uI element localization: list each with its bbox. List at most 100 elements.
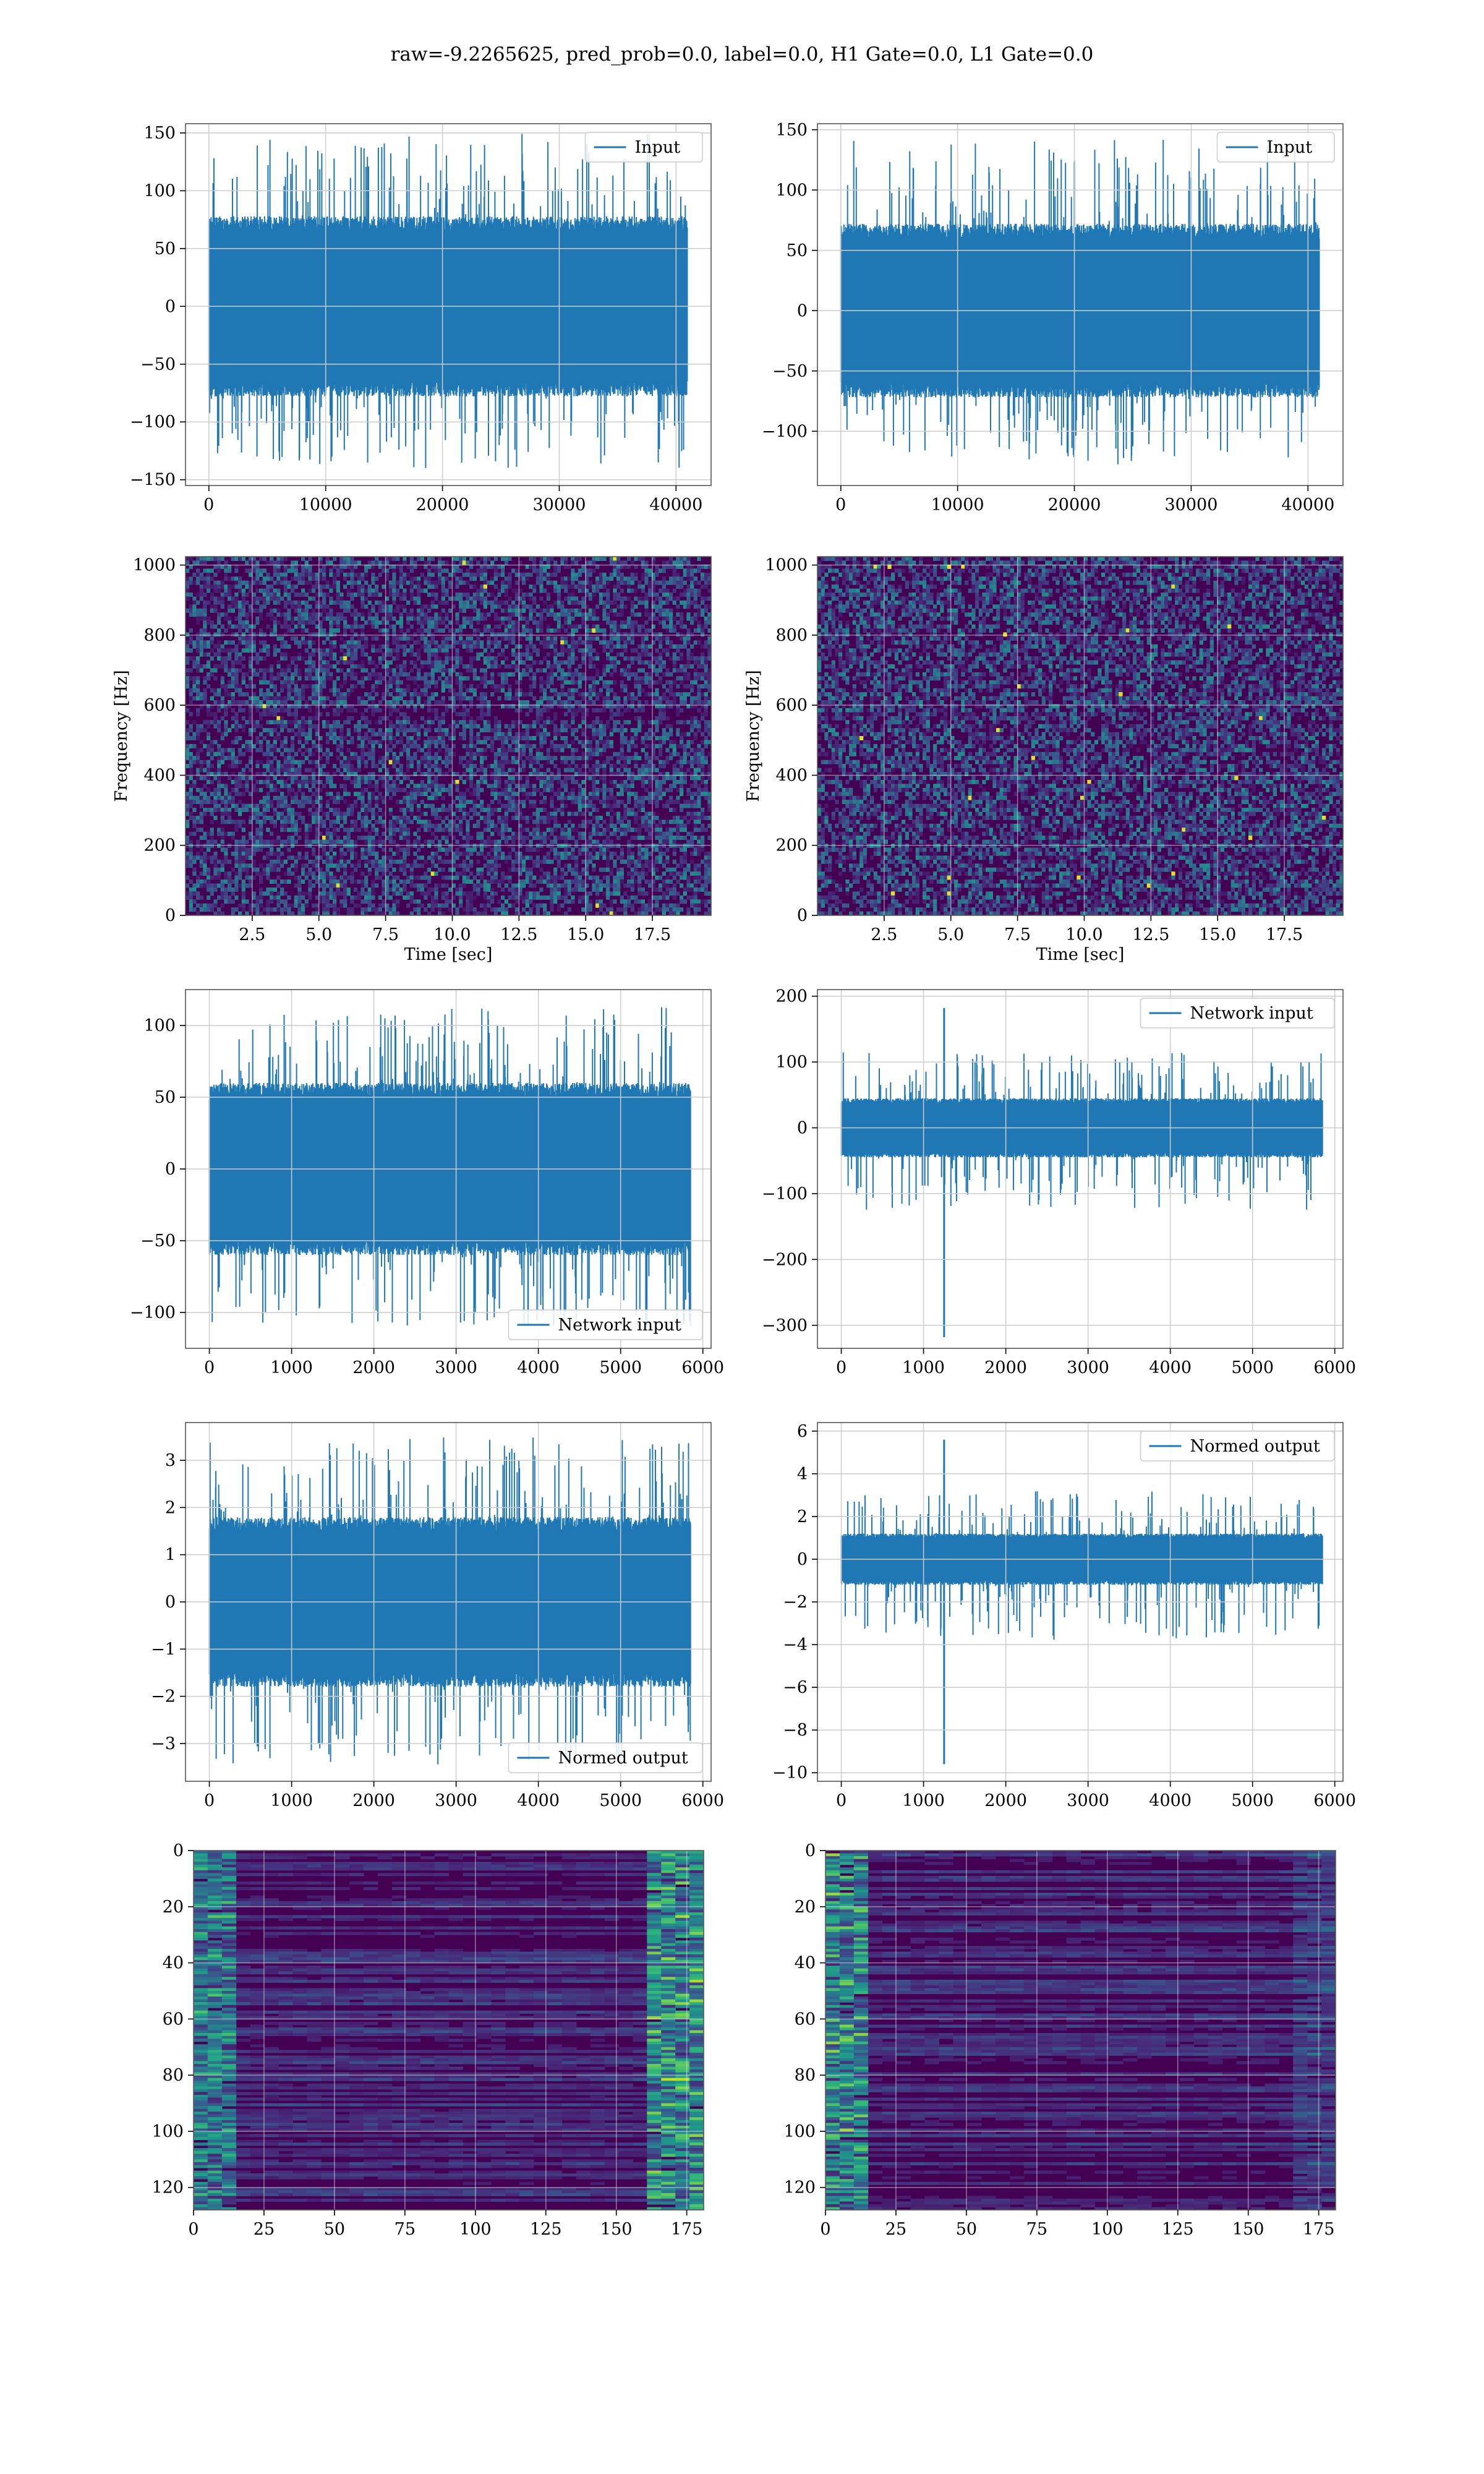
- heatmap-cell: [354, 616, 358, 621]
- heatmap-cell: [238, 776, 242, 781]
- heatmap-cell: [659, 644, 663, 649]
- heatmap-cell: [406, 572, 411, 577]
- heatmap-cell: [592, 688, 596, 693]
- heatmap-cell: [343, 640, 348, 645]
- heatmap-cell: [644, 600, 649, 605]
- heatmap-cell: [245, 560, 249, 565]
- heatmap-cell: [346, 720, 351, 725]
- heatmap-cell: [280, 779, 284, 784]
- heatmap-cell: [693, 628, 697, 633]
- heatmap-cell: [525, 644, 529, 649]
- heatmap-cell: [567, 564, 571, 569]
- heatmap-cell: [627, 704, 631, 709]
- heatmap-cell: [375, 664, 379, 669]
- heatmap-cell: [399, 740, 403, 745]
- heatmap-cell: [595, 652, 600, 657]
- heatmap-cell: [196, 660, 200, 665]
- heatmap-cell: [680, 652, 684, 657]
- heatmap-cell: [378, 728, 382, 733]
- heatmap-cell: [606, 612, 610, 617]
- heatmap-cell: [315, 676, 319, 681]
- heatmap-cell: [350, 656, 354, 661]
- heatmap-cell: [304, 776, 309, 781]
- heatmap-cell: [686, 557, 691, 561]
- heatmap-cell: [585, 692, 589, 697]
- heatmap-cell: [680, 557, 684, 561]
- heatmap-cell: [567, 644, 571, 649]
- heatmap-cell: [228, 764, 232, 769]
- heatmap-cell: [690, 696, 694, 701]
- heatmap-cell: [620, 644, 624, 649]
- heatmap-cell: [606, 668, 610, 673]
- heatmap-cell: [427, 580, 432, 585]
- heatmap-cell: [578, 568, 582, 573]
- heatmap-cell: [455, 640, 459, 645]
- heatmap-cell: [259, 688, 263, 693]
- heatmap-cell: [493, 751, 498, 756]
- heatmap-cell: [249, 743, 253, 748]
- heatmap-cell: [571, 608, 575, 613]
- heatmap-cell: [504, 632, 508, 637]
- heatmap-cell: [399, 628, 403, 633]
- heatmap-cell: [616, 728, 621, 733]
- heatmap-cell: [325, 776, 330, 781]
- heatmap-cell: [553, 564, 558, 569]
- heatmap-cell: [560, 724, 565, 729]
- heatmap-cell: [609, 608, 613, 613]
- heatmap-cell: [529, 612, 533, 617]
- heatmap-cell: [644, 772, 649, 776]
- heatmap-cell: [623, 760, 628, 764]
- heatmap-cell: [613, 644, 617, 649]
- heatmap-cell: [665, 776, 670, 781]
- heatmap-cell: [581, 588, 586, 593]
- heatmap-cell: [690, 756, 694, 761]
- heatmap-cell: [427, 760, 432, 764]
- heatmap-cell: [322, 668, 326, 673]
- heatmap-cell: [518, 748, 522, 753]
- heatmap-cell: [375, 708, 379, 713]
- heatmap-cell: [382, 756, 386, 761]
- heatmap-cell: [203, 612, 207, 617]
- heatmap-cell: [585, 756, 589, 761]
- heatmap-cell: [539, 568, 544, 573]
- heatmap-cell: [259, 608, 263, 613]
- heatmap-cell: [231, 708, 235, 713]
- heatmap-cell: [378, 620, 382, 625]
- heatmap-cell: [616, 612, 621, 617]
- heatmap-cell: [283, 743, 288, 748]
- heatmap-cell: [213, 596, 218, 601]
- heatmap-cell: [350, 652, 354, 657]
- heatmap-cell: [644, 680, 649, 685]
- heatmap-cell: [294, 680, 298, 685]
- heatmap-cell: [445, 600, 449, 605]
- heatmap-cell: [574, 560, 579, 565]
- heatmap-cell: [508, 776, 512, 781]
- heatmap-cell: [357, 576, 361, 581]
- heatmap-cell: [283, 620, 288, 625]
- heatmap-cell: [609, 628, 613, 633]
- heatmap-cell: [588, 700, 592, 704]
- heatmap-cell: [641, 704, 645, 709]
- heatmap-cell: [651, 776, 655, 781]
- heatmap-cell: [543, 668, 547, 673]
- heatmap-cell: [234, 720, 239, 725]
- heatmap-cell: [602, 728, 607, 733]
- heatmap-cell: [455, 620, 459, 625]
- heatmap-cell: [476, 560, 480, 565]
- heatmap-cell: [228, 624, 232, 629]
- heatmap-cell: [480, 756, 484, 761]
- heatmap-cell: [203, 784, 207, 789]
- heatmap-cell: [315, 724, 319, 729]
- heatmap-cell: [255, 720, 260, 725]
- heatmap-cell: [466, 596, 470, 601]
- heatmap-cell: [245, 616, 249, 621]
- heatmap-cell: [273, 632, 277, 637]
- heatmap-cell: [417, 696, 421, 701]
- heatmap-cell: [543, 776, 547, 781]
- heatmap-cell: [192, 600, 197, 605]
- heatmap-cell: [304, 676, 309, 681]
- heatmap-cell: [641, 576, 645, 581]
- heatmap-cell: [291, 704, 295, 709]
- heatmap-cell: [424, 764, 428, 769]
- heatmap-cell: [620, 684, 624, 689]
